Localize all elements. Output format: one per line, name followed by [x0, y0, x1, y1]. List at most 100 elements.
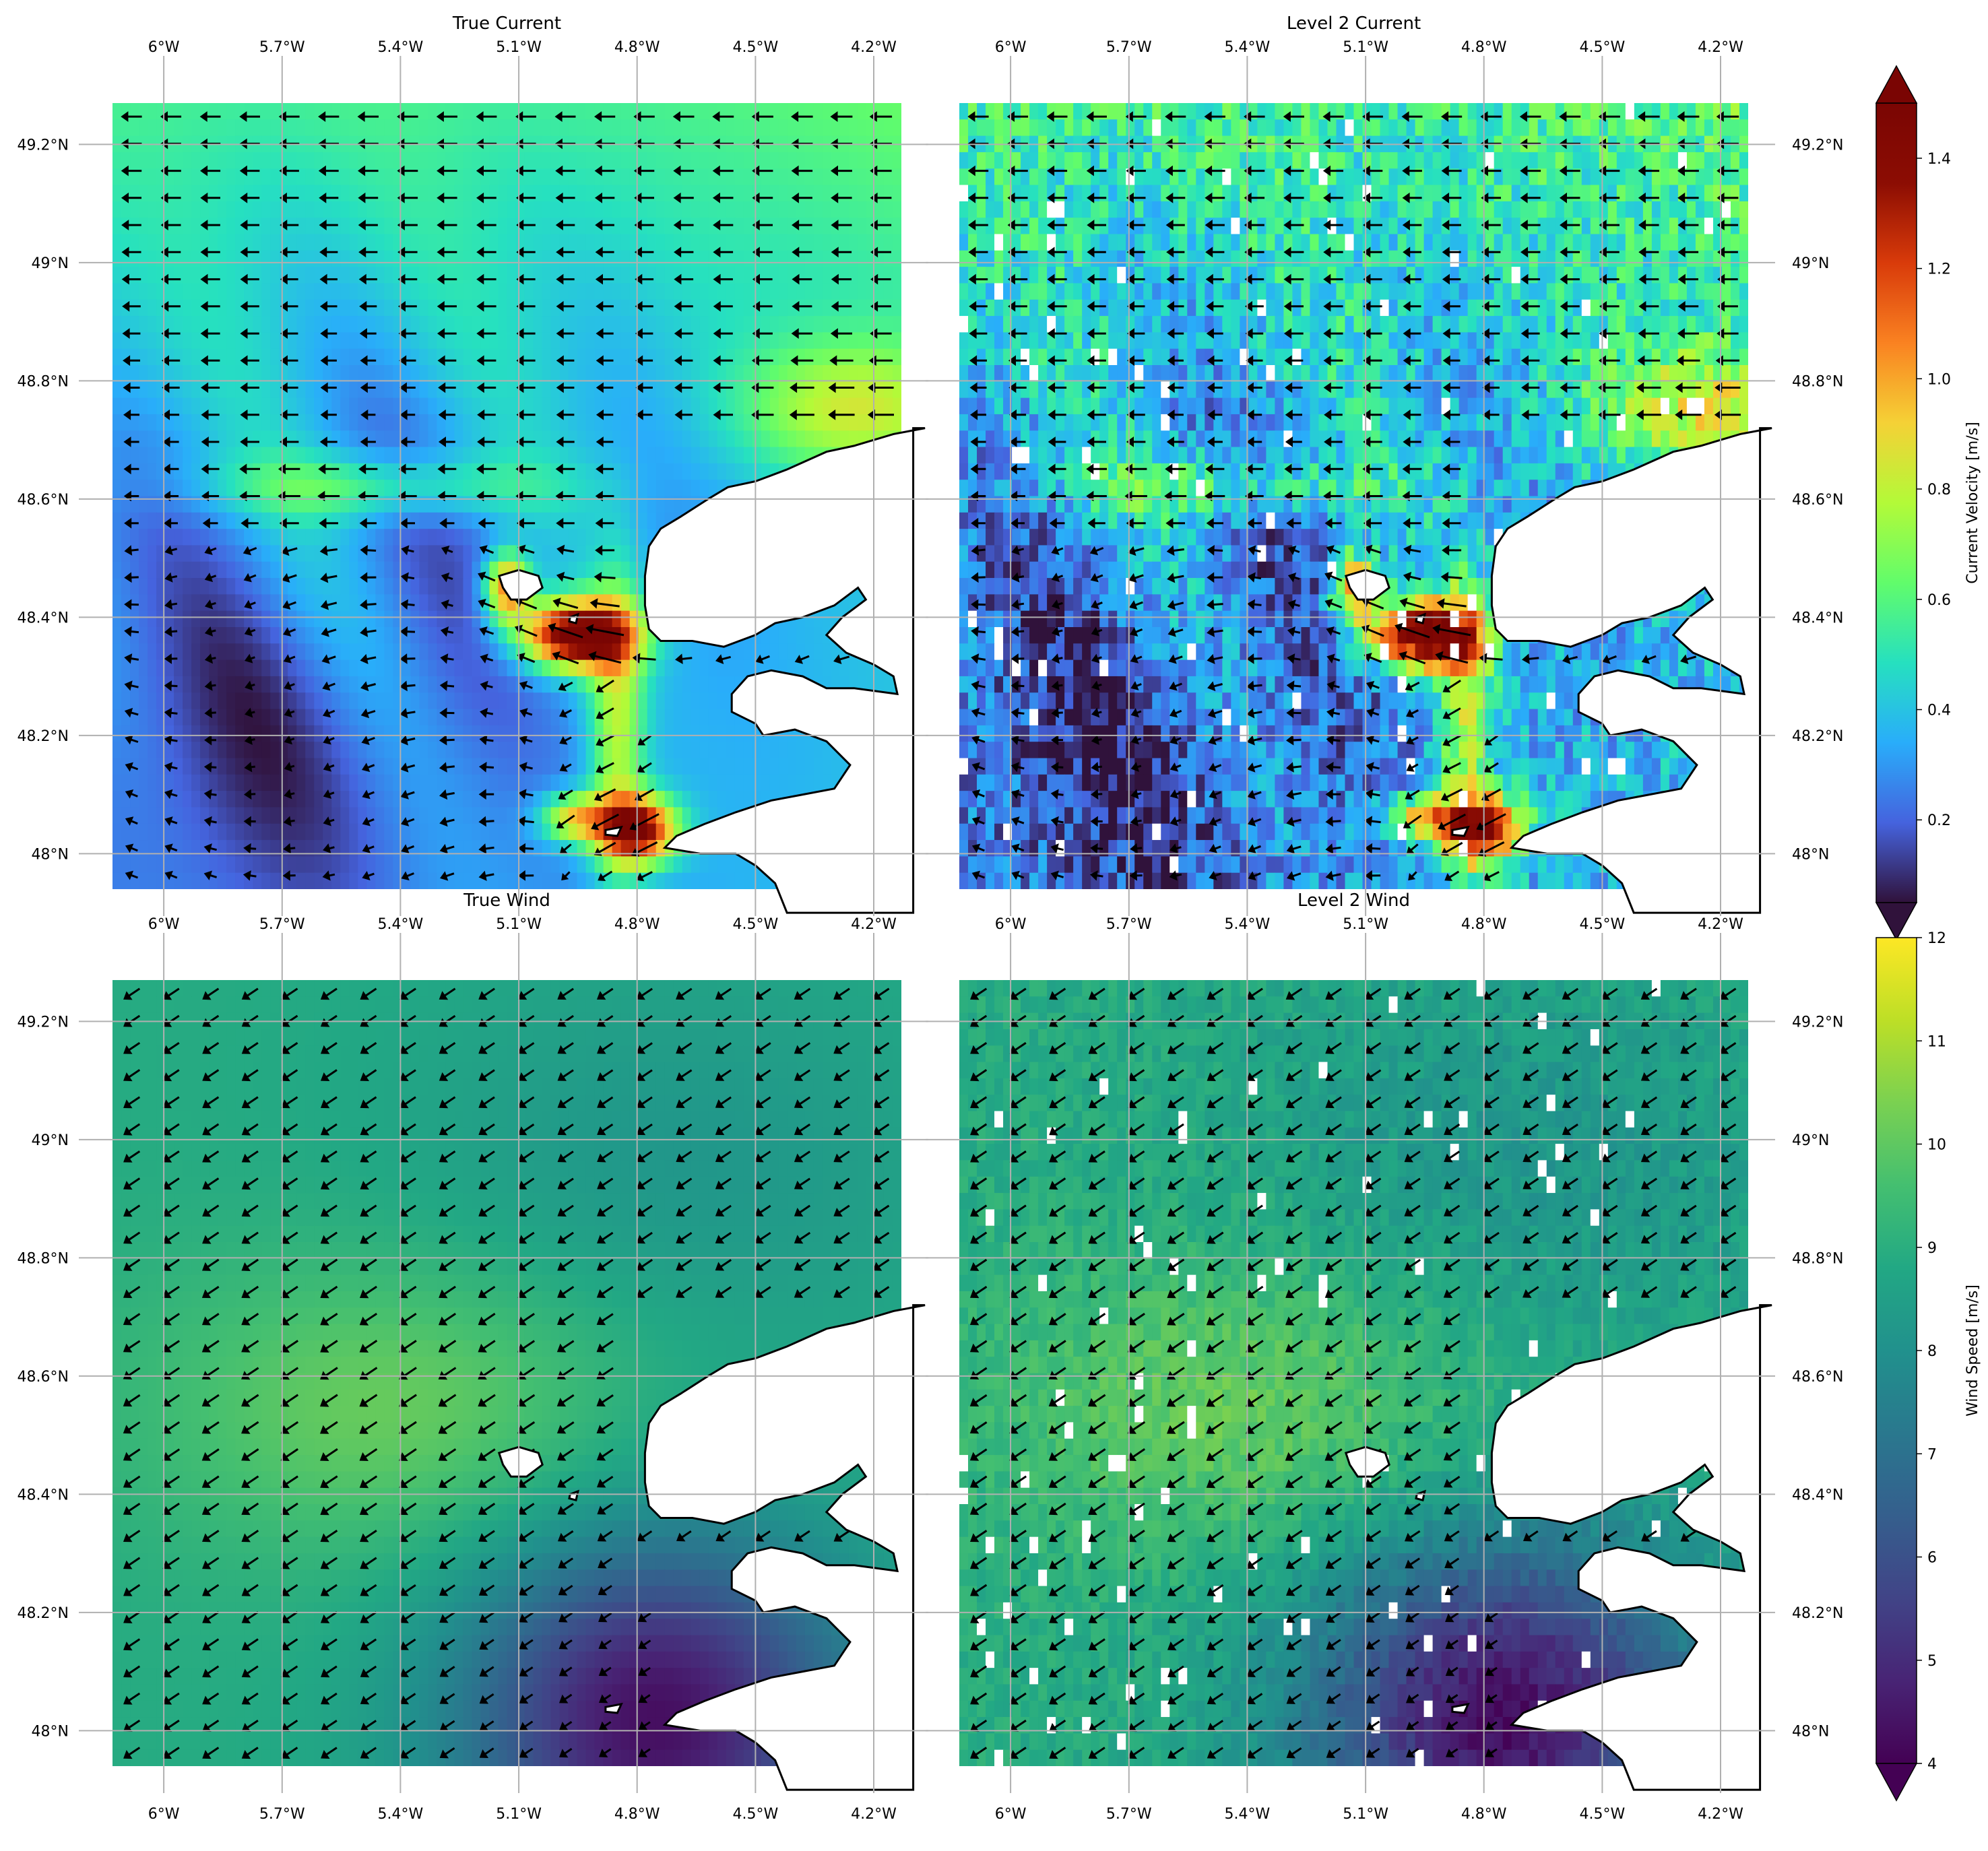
lon-tick-label: 5.4°W: [1225, 1806, 1271, 1823]
lat-tick-label: 48°N: [32, 846, 69, 863]
lon-tick-label: 5.1°W: [1343, 39, 1388, 56]
lon-tick-label: 4.5°W: [1580, 1806, 1626, 1823]
lon-tick-label: 5.1°W: [496, 39, 542, 56]
lon-tick-label: 6°W: [148, 1806, 180, 1823]
lat-tick-label: 48.6°N: [18, 1369, 69, 1386]
lon-tick-label: 5.1°W: [1343, 1806, 1388, 1823]
gridlines: [79, 933, 928, 1793]
colorbar-tick-label: 0.4: [1927, 703, 1951, 719]
colorbar-extend-min: [1875, 1763, 1918, 1802]
lon-tick-label: 4.5°W: [733, 1806, 779, 1823]
lat-tick-label: 49.2°N: [1792, 137, 1843, 154]
lat-tick-label: 48.8°N: [18, 1250, 69, 1267]
panel-title: Level 2 Wind: [1297, 890, 1410, 911]
panel-1: 6°W 5.7°W 5.4°W 5.1°W 4.8°W 4.5°W 4.2°W 48°N 48.…: [18, 13, 928, 916]
lon-tick-label: 4.8°W: [1461, 916, 1507, 933]
colorbars: 0.2 0.4 0.6 0.8 1.0 1.2 1.4 Current Velocity [m…: [1875, 65, 1981, 1802]
lon-tick-label: 5.1°W: [496, 916, 542, 933]
lon-tick-label: 5.7°W: [259, 916, 305, 933]
colorbar-tick-label: 10: [1927, 1137, 1946, 1154]
lat-tick-label: 48.2°N: [1792, 728, 1843, 745]
lon-tick-label: 5.4°W: [378, 1806, 424, 1823]
lon-tick-label: 6°W: [148, 916, 180, 933]
lon-tick-label: 4.8°W: [1461, 1806, 1507, 1823]
lat-tick-label: 49.2°N: [18, 1014, 69, 1031]
colorbar-current: 0.2 0.4 0.6 0.8 1.0 1.2 1.4 Current Velocity [m…: [1875, 65, 1981, 941]
coastline: [497, 1304, 926, 1791]
lon-tick-label: 4.8°W: [614, 39, 660, 56]
lon-tick-label: 5.4°W: [1225, 916, 1271, 933]
lat-tick-label: 49°N: [1792, 255, 1829, 272]
lat-tick-label: 49°N: [32, 1132, 69, 1149]
lat-tick-label: 48.6°N: [1792, 1369, 1843, 1386]
lon-tick-label: 5.1°W: [1343, 916, 1388, 933]
lat-tick-label: 48.4°N: [18, 1487, 69, 1503]
coastline: [1344, 1304, 1772, 1791]
colorbar-tick-label: 1.2: [1927, 261, 1951, 278]
panel-title: True Current: [452, 13, 561, 34]
colorbar-tick-label: 1.0: [1927, 371, 1951, 388]
colorbar-tick-label: 12: [1927, 930, 1946, 947]
colorbar-extend-min: [1875, 902, 1918, 941]
lat-tick-label: 49.2°N: [18, 137, 69, 154]
vector-arrows: [121, 111, 894, 882]
lat-tick-label: 48.8°N: [1792, 1250, 1843, 1267]
lon-tick-label: 5.4°W: [378, 39, 424, 56]
gridlines: [926, 56, 1775, 916]
colorbar-tick-label: 8: [1927, 1343, 1937, 1360]
lon-tick-label: 6°W: [148, 39, 180, 56]
lat-tick-label: 48.4°N: [18, 610, 69, 626]
gridlines: [79, 56, 928, 916]
lon-tick-label: 4.2°W: [851, 1806, 897, 1823]
lat-tick-label: 48.2°N: [1792, 1605, 1843, 1622]
panel-title: True Wind: [463, 890, 550, 911]
colorbar-tick-label: 11: [1927, 1033, 1946, 1050]
lon-tick-label: 4.2°W: [1698, 1806, 1743, 1823]
lon-tick-label: 5.7°W: [1106, 1806, 1152, 1823]
lat-tick-label: 48.4°N: [1792, 610, 1843, 626]
colorbar-wind: 4 5 6 7 8 9 10 11 12 Wind Speed [m/s]: [1875, 930, 1981, 1802]
colorbar-label: Current Velocity [m/s]: [1964, 422, 1981, 583]
colorbar-tick-label: 1.4: [1927, 151, 1951, 168]
colorbar-tick-label: 0.2: [1927, 812, 1951, 829]
panel-title: Level 2 Current: [1287, 13, 1421, 34]
lon-tick-label: 4.8°W: [614, 916, 660, 933]
lon-tick-label: 5.7°W: [1106, 39, 1152, 56]
colorbar-tick-label: 6: [1927, 1550, 1937, 1567]
lat-tick-label: 49°N: [1792, 1132, 1829, 1149]
lon-tick-label: 4.5°W: [1580, 916, 1626, 933]
lat-tick-label: 48.8°N: [1792, 373, 1843, 390]
lat-tick-label: 48.2°N: [18, 728, 69, 745]
colorbar-tick-label: 0.8: [1927, 482, 1951, 498]
lon-tick-label: 5.4°W: [1225, 39, 1271, 56]
lat-tick-label: 48.4°N: [1792, 1487, 1843, 1503]
lon-tick-label: 4.5°W: [1580, 39, 1626, 56]
lat-tick-label: 48°N: [32, 1723, 69, 1740]
coastline: [497, 427, 926, 914]
lon-tick-label: 4.8°W: [614, 1806, 660, 1823]
panel-3: 6°W 6°W 5.7°W 5.7°W 5.4°W 5.4°W 5.1°W 5.1°W 4.8°…: [18, 890, 928, 1823]
panels: 6°W 5.7°W 5.4°W 5.1°W 4.8°W 4.5°W 4.2°W 48°N 48.…: [18, 13, 1844, 1823]
coastline: [1344, 427, 1772, 914]
panel-4: 6°W 6°W 5.7°W 5.7°W 5.4°W 5.4°W 5.1°W 5.1°W 4.8°…: [926, 890, 1843, 1823]
lon-tick-label: 5.1°W: [496, 1806, 542, 1823]
lat-tick-label: 48.6°N: [1792, 492, 1843, 509]
lon-tick-label: 6°W: [995, 1806, 1027, 1823]
lon-tick-label: 6°W: [995, 39, 1027, 56]
colorbar-label: Wind Speed [m/s]: [1964, 1285, 1981, 1417]
gridlines: [926, 933, 1775, 1793]
lon-tick-label: 4.2°W: [1698, 39, 1743, 56]
vector-arrows: [123, 987, 890, 1759]
lon-tick-label: 4.2°W: [851, 916, 897, 933]
colorbar-tick-label: 5: [1927, 1653, 1937, 1670]
lat-tick-label: 48.6°N: [18, 492, 69, 509]
lon-tick-label: 4.8°W: [1461, 39, 1507, 56]
lon-tick-label: 4.5°W: [733, 39, 779, 56]
lon-tick-label: 6°W: [995, 916, 1027, 933]
colorbar-tick-label: 4: [1927, 1756, 1937, 1773]
lat-tick-label: 48.8°N: [18, 373, 69, 390]
colorbar-tick-label: 9: [1927, 1240, 1937, 1257]
vector-arrows: [969, 987, 1737, 1759]
lon-tick-label: 5.4°W: [378, 916, 424, 933]
